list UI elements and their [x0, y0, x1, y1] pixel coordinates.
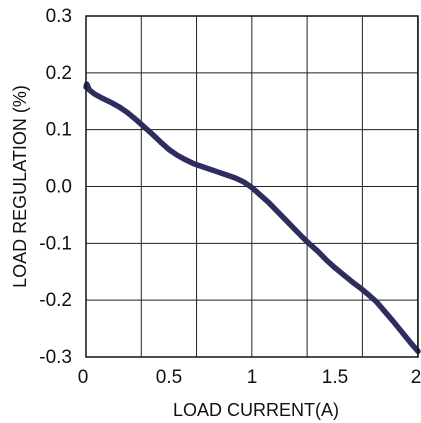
x-tick-label: 0.5	[156, 367, 182, 388]
y-axis-title: LOAD REGULATION (%)	[10, 85, 30, 288]
x-tick-label: 1	[247, 367, 258, 388]
x-axis-title: LOAD CURRENT(A)	[173, 400, 339, 420]
x-tick-label: 0	[78, 367, 89, 388]
y-tick-label: 0.0	[46, 177, 72, 198]
series-line	[83, 81, 421, 355]
y-tick-label: 0.3	[46, 6, 72, 27]
x-tick-label: 2	[411, 367, 421, 388]
plot-frame	[85, 15, 419, 358]
y-tick-label: -0.1	[39, 233, 72, 254]
y-tick-label: -0.2	[39, 290, 72, 311]
y-tick-label: -0.3	[39, 347, 72, 368]
y-tick-label: 0.1	[46, 120, 72, 141]
series-layer	[83, 81, 421, 355]
y-tick-labels: 0.3 0.2 0.1 0.0 -0.1 -0.2 -0.3	[39, 6, 72, 368]
x-tick-labels: 0 0.5 1 1.5 2	[78, 367, 421, 388]
x-tick-label: 1.5	[322, 367, 348, 388]
y-tick-label: 0.2	[46, 63, 72, 84]
